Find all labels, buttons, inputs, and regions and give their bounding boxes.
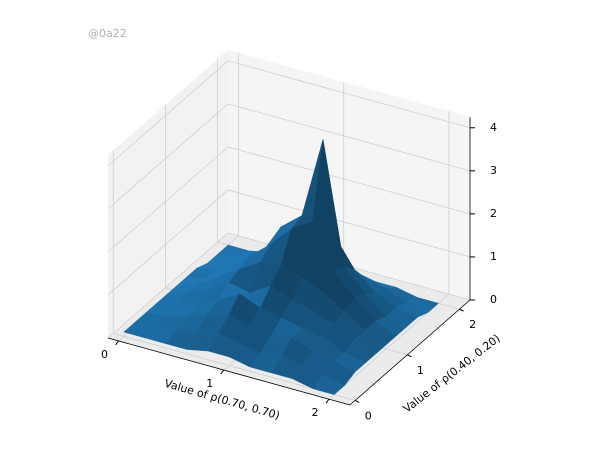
x-tick-label: 0	[101, 348, 108, 361]
watermark: @0a22	[88, 27, 127, 40]
grid-line	[227, 103, 471, 172]
z-tick-label: 2	[490, 207, 497, 220]
x-tick-label: 1	[206, 377, 213, 390]
surface-patch	[312, 375, 345, 395]
tick-mark	[325, 398, 330, 404]
tick-mark	[459, 308, 464, 312]
axis-line	[107, 337, 351, 406]
grid-line	[107, 103, 229, 210]
axis-line	[349, 299, 471, 406]
tick-mark	[354, 399, 360, 403]
grid-line	[107, 189, 229, 296]
z-tick-label: 4	[490, 121, 497, 134]
z-tick-label: 0	[490, 293, 497, 306]
x-tick-label: 2	[311, 406, 318, 419]
grid-line	[227, 60, 471, 129]
y-tick-label: 2	[469, 318, 476, 331]
z-tick-label: 1	[490, 250, 497, 263]
tick-mark	[220, 369, 225, 375]
grid-line	[227, 146, 471, 215]
tick-mark	[407, 354, 412, 358]
grid-line	[107, 60, 229, 167]
left-pane	[108, 50, 228, 338]
grid-line	[107, 146, 229, 253]
z-tick-label: 3	[490, 164, 497, 177]
y-tick-label: 1	[417, 364, 424, 377]
grid-line	[227, 189, 471, 258]
x-axis-label: Value of ρ(0.70, 0.70)	[163, 377, 281, 422]
grid-line	[107, 232, 229, 339]
tick-mark	[115, 340, 119, 346]
y-tick-label: 0	[365, 409, 372, 422]
